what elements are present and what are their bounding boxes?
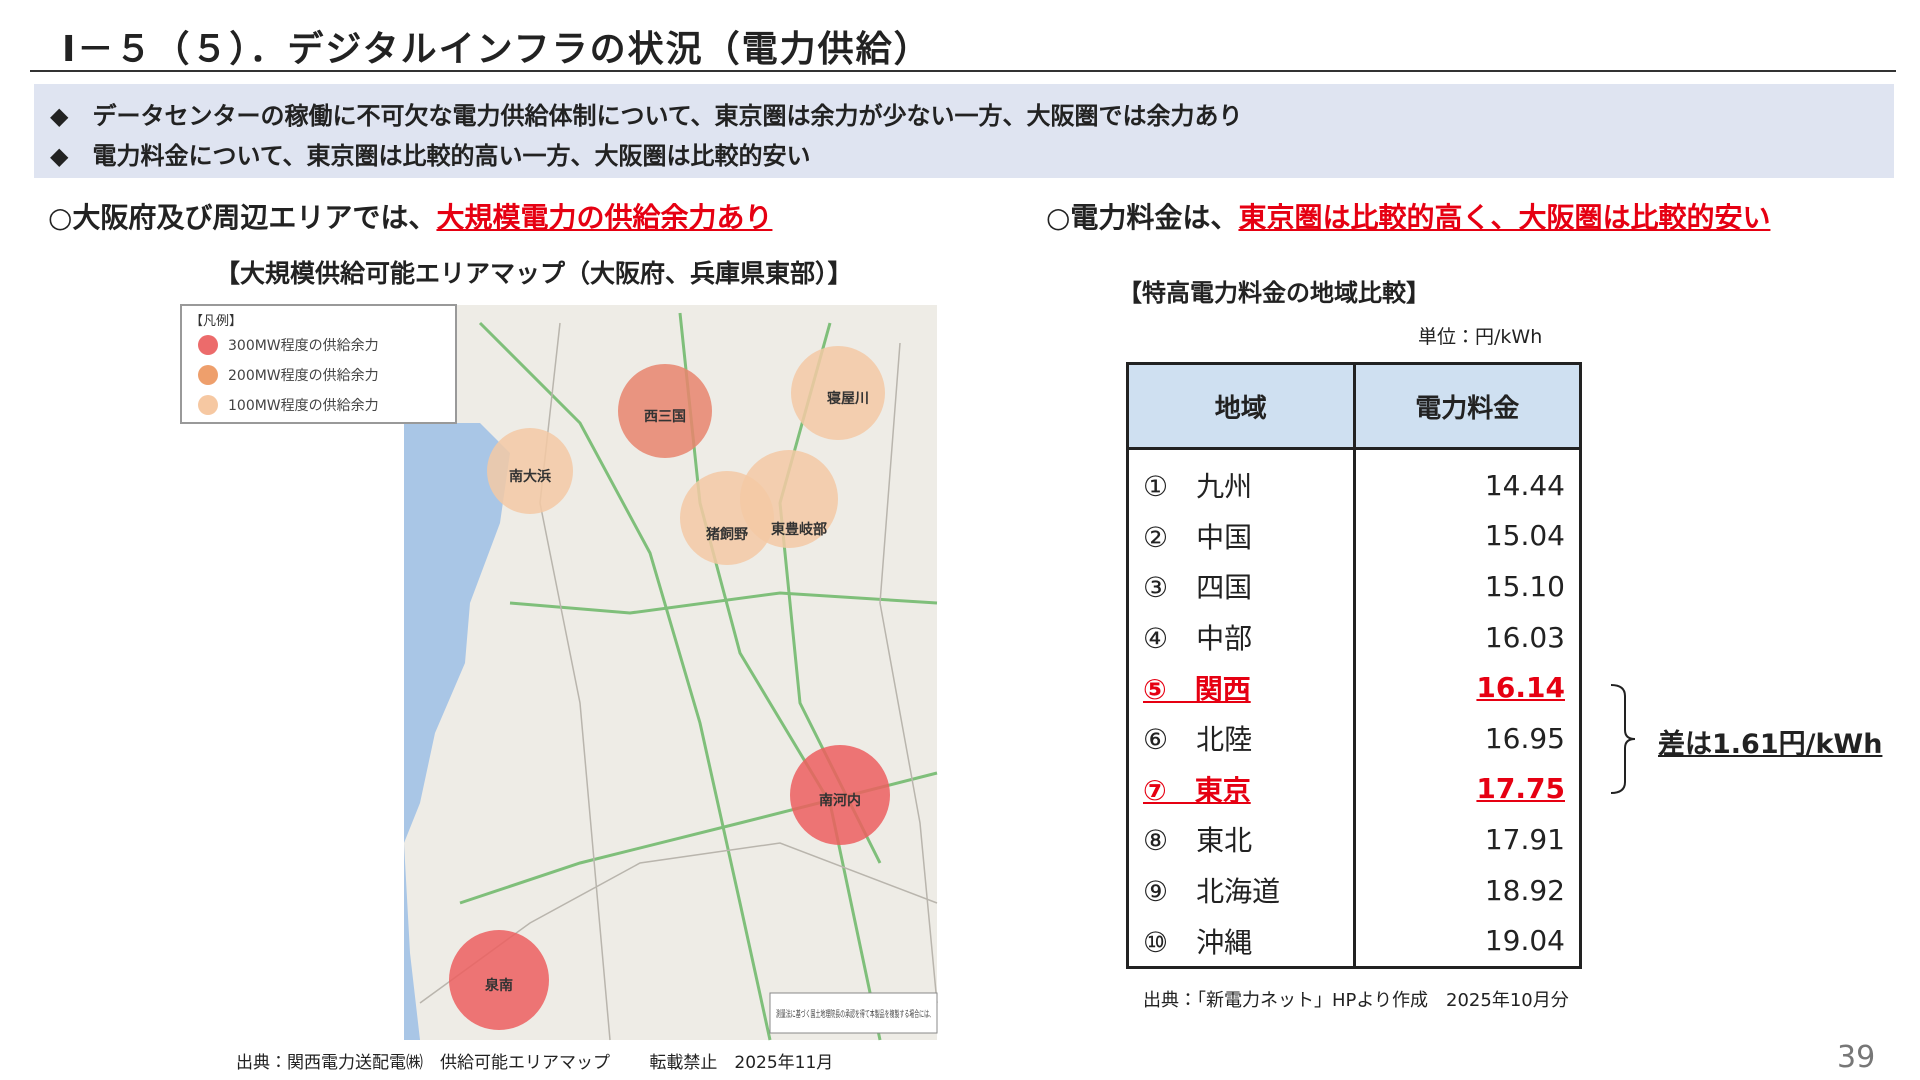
region-cell: ④ 中部 bbox=[1143, 622, 1253, 656]
supply-area bbox=[790, 745, 890, 845]
map-source: 出典：関西電力送配電㈱ 供給可能エリアマップ 転載禁止 2025年11月 bbox=[236, 1053, 834, 1073]
price-cell: 16.14 bbox=[1352, 662, 1581, 713]
legend-title: 【凡例】 bbox=[190, 314, 242, 329]
legend-swatch bbox=[198, 395, 218, 415]
legend-label: 300MW程度の供給余力 bbox=[228, 338, 379, 354]
table-row: ① 九州 14.44 bbox=[1128, 448, 1581, 511]
supply-area bbox=[740, 450, 838, 548]
heading-highlight: 東京圏は比較的高く、大阪圏は比較的安い bbox=[1238, 201, 1771, 234]
price-cell: 15.04 bbox=[1352, 510, 1581, 562]
legend-label: 200MW程度の供給余力 bbox=[228, 368, 379, 384]
table-title: 【特高電力料金の地域比較】 bbox=[1118, 279, 1430, 307]
region-cell: ③ 四国 bbox=[1143, 571, 1253, 605]
heading-text: ○電力料金は、 bbox=[1046, 201, 1239, 234]
map-label: 泉南 bbox=[485, 977, 513, 994]
legend-box bbox=[180, 304, 457, 424]
heading-highlight: 大規模電力の供給余力あり bbox=[436, 201, 773, 234]
heading-text: ○大阪府及び周辺エリアでは、 bbox=[48, 201, 437, 234]
price-cell: 14.44 bbox=[1352, 448, 1581, 511]
region-cell: ① 九州 bbox=[1143, 470, 1253, 504]
map-label: 西三国 bbox=[644, 409, 686, 425]
price-cell: 16.03 bbox=[1352, 611, 1581, 663]
map-label: 南大浜 bbox=[509, 468, 551, 485]
left-heading: ○大阪府及び周辺エリアでは、大規模電力の供給余力あり bbox=[48, 196, 772, 236]
map-title: 【大規模供給可能エリアマップ（大阪府、兵庫県東部）】 bbox=[215, 259, 853, 288]
price-cell: 17.91 bbox=[1352, 814, 1581, 865]
supply-area bbox=[791, 346, 885, 440]
table-row: ② 中国 15.04 bbox=[1128, 510, 1581, 562]
slide-title: Ⅰ－５（５）．デジタルインフラの状況（電力供給） bbox=[62, 29, 932, 70]
supply-area bbox=[487, 428, 573, 514]
column-header: 電力料金 bbox=[1352, 362, 1582, 450]
region-cell: ⑤ 関西 bbox=[1143, 672, 1251, 706]
supply-area bbox=[618, 364, 712, 458]
bullet: ◆ 電力料金について、東京圏は比較的高い一方、大阪圏は比較的安い bbox=[50, 142, 811, 170]
table-source: 出典：「新電力ネット」HPより作成 2025年10月分 bbox=[1143, 990, 1569, 1011]
map-note: 測量法に基づく国土地理院長の承認を得て本製品を複製する場合には、 bbox=[776, 1008, 934, 1020]
unit: 単位：円/kWh bbox=[1418, 326, 1543, 348]
map-label: 寝屋川 bbox=[827, 390, 869, 407]
price-cell: 15.10 bbox=[1352, 561, 1581, 612]
title-rule bbox=[30, 70, 1896, 72]
price-cell: 19.04 bbox=[1352, 915, 1581, 968]
table-row: ⑩ 沖縄 19.04 bbox=[1128, 915, 1581, 968]
region-cell: ② 中国 bbox=[1143, 520, 1253, 554]
region-cell: ⑩ 沖縄 bbox=[1143, 925, 1253, 959]
table-row: ⑦ 東京 17.75 bbox=[1128, 763, 1581, 815]
region-cell: ⑧ 東北 bbox=[1143, 824, 1253, 858]
table-row: ③ 四国 15.10 bbox=[1128, 561, 1581, 612]
legend-label: 100MW程度の供給余力 bbox=[228, 398, 379, 414]
difference-note: 差は1.61円/kWh bbox=[1658, 729, 1883, 760]
region-cell: ⑦ 東京 bbox=[1143, 773, 1251, 807]
map: 西三国 寝屋川 南大浜 猪飼野 東豊岐部 南河内 泉南 測量法に基づく国土地理院… bbox=[180, 304, 938, 1041]
supply-area bbox=[449, 930, 549, 1030]
region-cell: ⑨ 北海道 bbox=[1143, 875, 1281, 909]
map-label: 東豊岐部 bbox=[771, 521, 827, 538]
legend-swatch bbox=[198, 335, 218, 355]
table-row: ⑤ 関西 16.14 bbox=[1128, 662, 1581, 713]
bullet: ◆ データセンターの稼働に不可欠な電力供給体制について、東京圏は余力が少ない一方… bbox=[50, 102, 1243, 130]
map-label: 南河内 bbox=[819, 792, 861, 809]
map-sea bbox=[404, 423, 510, 843]
column-header: 地域 bbox=[1126, 362, 1356, 450]
price-cell: 16.95 bbox=[1352, 712, 1581, 764]
table-row: ⑨ 北海道 18.92 bbox=[1128, 864, 1581, 916]
map-note-box bbox=[769, 992, 938, 1034]
region-cell: ⑥ 北陸 bbox=[1143, 723, 1253, 757]
map-label: 猪飼野 bbox=[705, 526, 748, 543]
map-sea bbox=[404, 843, 420, 1040]
header-row: 地域 電力料金 bbox=[1126, 362, 1582, 450]
page-number: 39 bbox=[1837, 1040, 1876, 1075]
price-cell: 18.92 bbox=[1352, 864, 1581, 916]
right-heading: ○電力料金は、東京圏は比較的高く、大阪圏は比較的安い bbox=[1046, 196, 1770, 236]
price-cell: 17.75 bbox=[1352, 763, 1581, 815]
table-row: ⑥ 北陸 16.95 bbox=[1128, 712, 1581, 764]
table-row: ④ 中部 16.03 bbox=[1128, 611, 1581, 663]
legend-swatch bbox=[198, 365, 218, 385]
price-table: 地域 電力料金 ① 九州 14.44 ② 中国 15.04 ③ 四国 15.10 ④ 中部 1… bbox=[1126, 362, 1582, 969]
table-row: ⑧ 東北 17.91 bbox=[1128, 814, 1581, 865]
summary-box bbox=[34, 84, 1894, 178]
bracket bbox=[1610, 684, 1636, 794]
